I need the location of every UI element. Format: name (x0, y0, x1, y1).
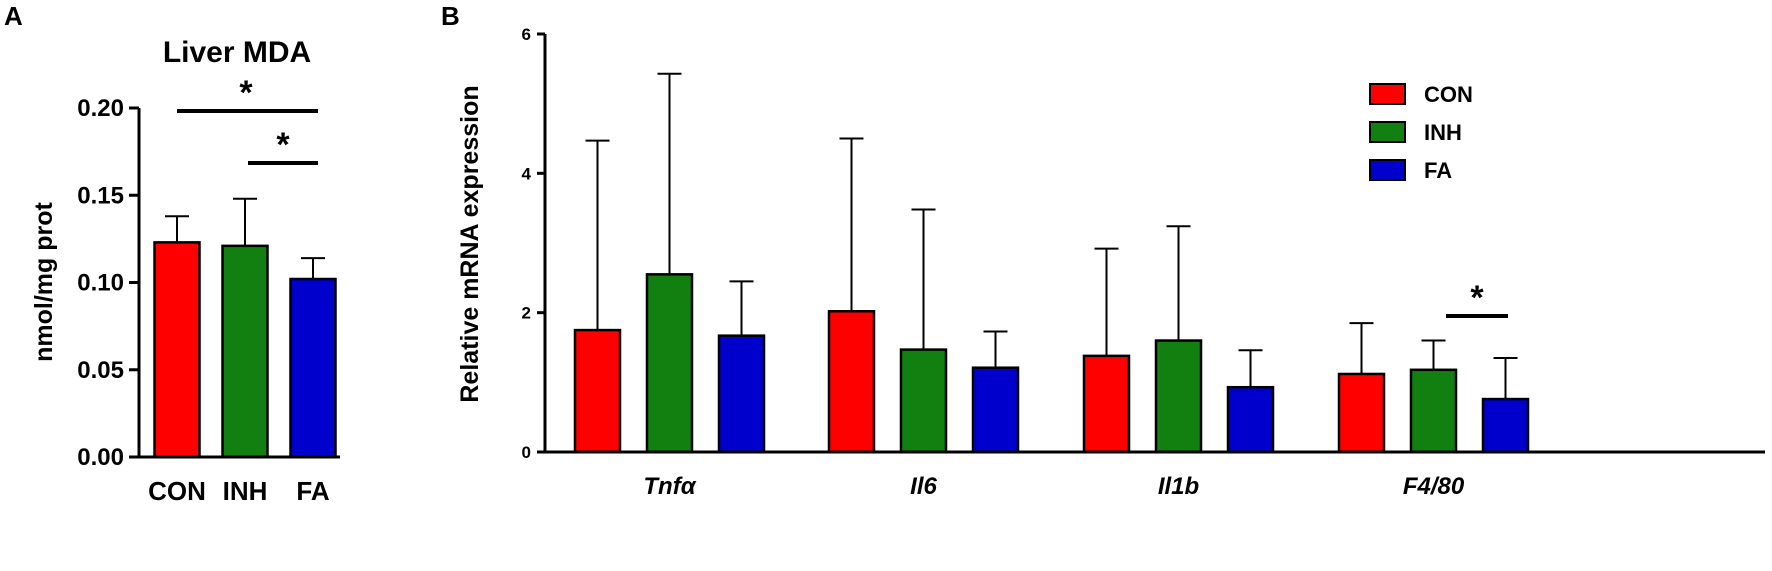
chart-b-bar-fa (1481, 397, 1530, 454)
chart-a-y-tick-label: 0.15 (77, 182, 124, 209)
chart-a-y-tick-label: 0.05 (77, 357, 124, 384)
chart-a-title: Liver MDA (163, 36, 311, 69)
chart-a-significance: ** (177, 74, 318, 165)
chart-b-y-tick-label: 6 (522, 25, 531, 44)
panel-a-letter: A (4, 1, 23, 31)
chart-b-bar-inh (645, 273, 694, 454)
chart-a-ylabel: nmol/mg prot (30, 201, 58, 361)
chart-a-x-tick-label: FA (296, 476, 329, 506)
chart-b-bar-con (573, 328, 622, 454)
legend-label-con: CON (1424, 82, 1473, 107)
chart-b-bar-fa (971, 366, 1020, 454)
chart-b-y-tick-label: 0 (522, 443, 531, 462)
chart-a-sig-star: * (239, 74, 253, 112)
chart-b-x-tick-label: F4/80 (1403, 473, 1465, 500)
chart-a-x-tick-label: CON (148, 476, 206, 506)
chart-b-ylabel: Relative mRNA expression (456, 85, 484, 402)
chart-b-x-tick-label: Il1b (1158, 473, 1199, 500)
legend-label-inh: INH (1424, 120, 1462, 145)
chart-b-bar-con (1337, 372, 1386, 454)
chart-a-bar-inh (221, 244, 269, 459)
chart-a-y-tick-label: 0.00 (77, 444, 124, 471)
chart-b-bar-inh (899, 348, 948, 454)
chart-a-y-tick-label: 0.20 (77, 95, 124, 122)
legend-label-fa: FA (1424, 158, 1452, 183)
chart-b-bar-fa (717, 334, 766, 454)
chart-a-x-ticks: CON INH FA (148, 476, 330, 506)
chart-b-y-tick-label: 4 (522, 164, 532, 183)
chart-b-y-tick-label: 2 (522, 304, 531, 323)
chart-b-bar-con (827, 310, 876, 454)
chart-b-x-ticks: Tnfα Il6 Il1b F4/80 (643, 473, 1464, 500)
legend-swatch-con (1369, 83, 1406, 105)
chart-b-bar-inh (1154, 339, 1203, 454)
legend-swatch-inh (1369, 121, 1406, 143)
panel-b: B Relative mRNA expression 0 2 4 6 Tnfα Il6 I… (441, 1, 1765, 500)
chart-b-x-tick-label: Tnfα (643, 473, 696, 500)
chart-b-bar-fa (1226, 385, 1275, 454)
panel-b-letter: B (441, 1, 460, 31)
chart-b-bars (573, 72, 1530, 454)
chart-a-bars (153, 197, 337, 459)
chart-b-sig-star: * (1470, 279, 1484, 317)
panel-a: A Liver MDA nmol/mg prot 0.00 0.05 0.10 0.1… (4, 1, 340, 506)
legend-swatch-fa (1369, 159, 1406, 181)
chart-b-y-ticks: 0 2 4 6 (522, 25, 545, 462)
chart-b-legend: CON INH FA (1369, 82, 1473, 183)
chart-a-y-tick-label: 0.10 (77, 270, 124, 297)
chart-a-x-tick-label: INH (223, 476, 268, 506)
chart-b-bar-con (1082, 354, 1131, 454)
chart-a-bar-fa (289, 277, 337, 459)
chart-b-x-tick-label: Il6 (910, 473, 937, 500)
chart-b-significance: * (1446, 279, 1508, 318)
chart-a-y-ticks: 0.00 0.05 0.10 0.15 0.20 (77, 95, 139, 471)
chart-a-bar-con (153, 241, 201, 459)
chart-a-sig-star: * (276, 126, 290, 164)
chart-b-bar-inh (1409, 368, 1458, 454)
